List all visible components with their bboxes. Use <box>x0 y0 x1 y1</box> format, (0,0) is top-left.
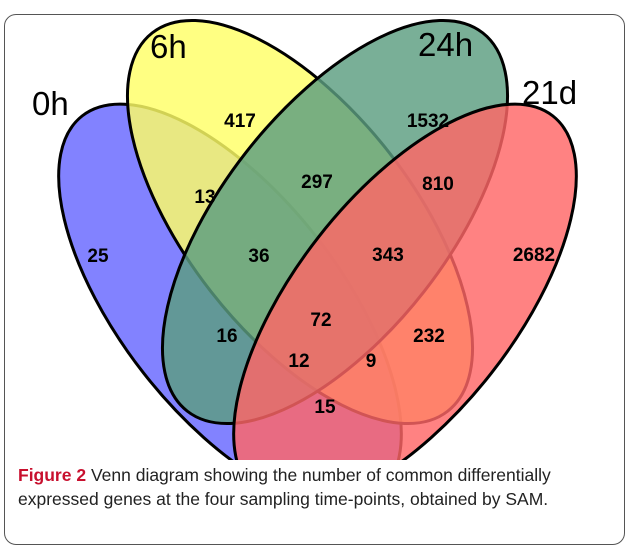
figure-border <box>4 14 625 545</box>
figure-caption: Figure 2 Venn diagram showing the number… <box>18 463 618 511</box>
region-count-0h-24h-21d: 12 <box>288 351 309 372</box>
set-label-21d: 21d <box>522 74 577 111</box>
venn-diagram: 0h 6h 24h 21d 417 1532 25 2682 13 297 81… <box>32 18 578 460</box>
region-count-0h-6h-24h: 36 <box>248 246 269 267</box>
region-count-21d: 2682 <box>513 245 555 266</box>
region-count-6h: 417 <box>224 111 256 132</box>
ellipse-21d <box>232 102 578 460</box>
region-count-0h-24h: 16 <box>216 326 237 347</box>
figure-number: Figure 2 <box>18 465 87 485</box>
region-count-24h: 1532 <box>407 111 449 132</box>
region-count-6h-24h-21d: 343 <box>372 245 404 266</box>
region-count-24h-21d: 810 <box>422 174 454 195</box>
region-count-0h-6h: 13 <box>194 187 215 208</box>
region-count-6h-24h: 297 <box>301 172 333 193</box>
set-label-0h: 0h <box>32 85 69 122</box>
region-count-all: 72 <box>310 310 331 331</box>
region-count-6h-21d: 232 <box>413 326 445 347</box>
set-label-24h: 24h <box>418 26 473 63</box>
caption-text: Venn diagram showing the number of commo… <box>18 465 551 509</box>
set-label-6h: 6h <box>150 28 187 65</box>
region-count-0h-21d: 15 <box>314 397 336 418</box>
region-count-0h-6h-21d: 9 <box>366 351 377 372</box>
region-count-0h: 25 <box>87 246 109 267</box>
